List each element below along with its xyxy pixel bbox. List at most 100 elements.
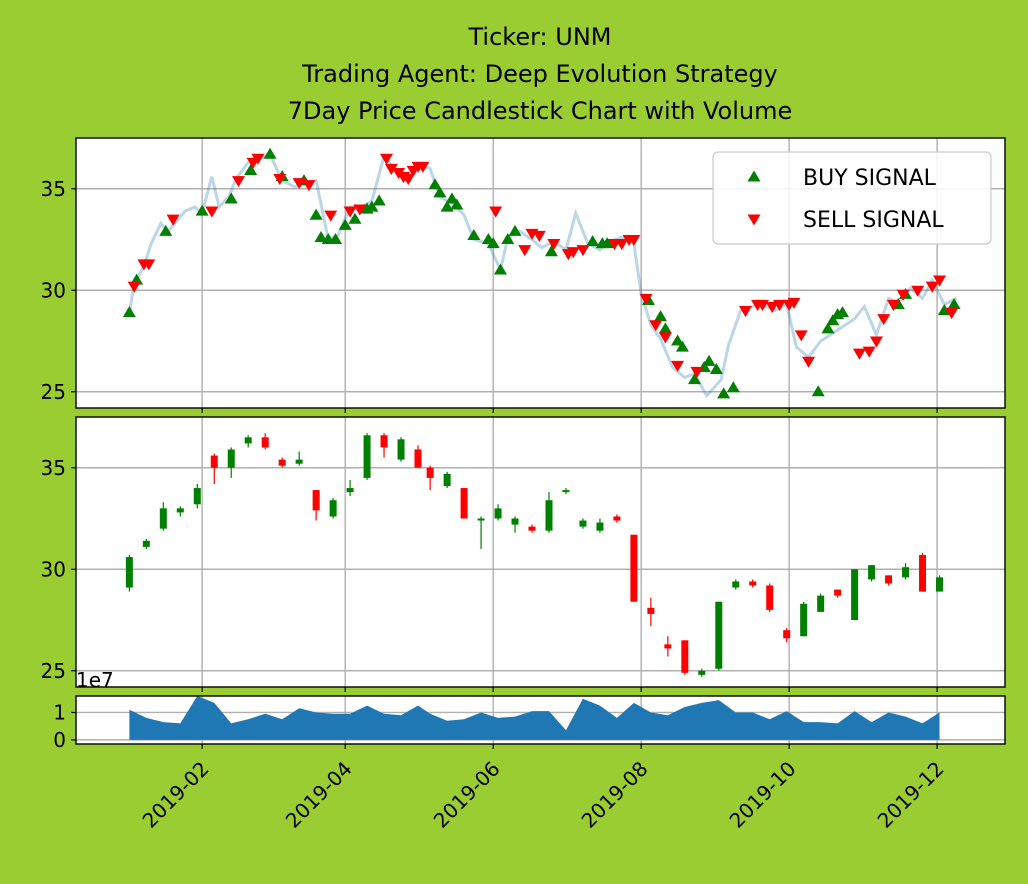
sell-signal-marker [292, 178, 306, 190]
buy-signal-marker [309, 208, 323, 220]
sell-signal-marker [862, 346, 876, 358]
sell-signal-marker [925, 281, 939, 293]
candle-y-tick-label: 25 [41, 659, 66, 683]
candlestick-panel: 25 30 35 [41, 416, 1006, 692]
buy-signal-marker [329, 233, 343, 245]
candle-body [868, 565, 876, 580]
buy-signal-marker [450, 198, 464, 210]
price-line [127, 152, 958, 399]
candle-body [851, 569, 859, 621]
sell-signal-marker [384, 163, 398, 175]
candle-body [312, 490, 320, 511]
sell-signal-marker [302, 180, 316, 192]
sell-signal-marker [671, 360, 685, 372]
buy-signal-marker [467, 228, 481, 240]
candle-body [885, 575, 893, 584]
candle-body [766, 585, 774, 610]
candle-body [698, 670, 706, 675]
sell-signal-marker [627, 234, 641, 247]
candle-body [494, 508, 502, 519]
candle-body [346, 488, 354, 493]
candle-body [545, 500, 553, 531]
buy-signal-marker [314, 230, 328, 243]
candle-body [397, 439, 405, 460]
buy-signal-marker [600, 237, 614, 249]
buy-signal-marker [544, 245, 558, 257]
candle-body [647, 607, 655, 614]
sell-signal-marker [945, 308, 959, 320]
candle-body [159, 508, 167, 529]
buy-signal-marker [826, 314, 840, 326]
volume-area [129, 696, 940, 740]
buy-signal-marker [428, 178, 442, 190]
volume-y-tick-label: 0 [53, 728, 66, 752]
sell-signal-marker [343, 206, 357, 218]
sell-signal-marker [518, 245, 532, 257]
title-line-3: 7Day Price Candlestick Chart with Volume [288, 97, 793, 125]
sell-signal-marker [933, 275, 947, 287]
candle-body [630, 534, 638, 602]
buy-signal-marker [440, 200, 454, 212]
sell-signal-marker [251, 153, 265, 165]
candle-body [176, 508, 184, 513]
sell-signal-marker [142, 259, 156, 271]
buy-signal-marker [224, 192, 238, 204]
candle-body [817, 595, 825, 612]
sell-signal-marker [765, 301, 779, 313]
candle-body [261, 437, 269, 448]
price-frame [75, 137, 1006, 409]
candle-frame [75, 416, 1006, 688]
sell-signal-marker [690, 366, 704, 378]
candle-body [193, 488, 201, 505]
candle-y-tick-label: 35 [41, 456, 66, 480]
sell-signal-marker [127, 281, 141, 293]
sell-signal-marker [205, 206, 219, 218]
buy-signal-marker [709, 362, 723, 374]
candle-body [715, 601, 723, 669]
candle-body [380, 435, 388, 448]
sell-signal-marker [852, 348, 866, 360]
buy-signal-marker [658, 322, 672, 334]
candle-body [295, 459, 303, 464]
sell-signal-marker [802, 356, 816, 368]
candle-body [426, 467, 434, 478]
candle-body [596, 522, 604, 531]
buy-signal-marker [508, 224, 522, 236]
candle-body [749, 581, 757, 586]
sell-signal-marker [489, 206, 503, 218]
legend-buy-marker [747, 170, 761, 182]
candle-body [732, 581, 740, 588]
sell-signal-marker [869, 336, 883, 348]
buy-signal-marker [433, 186, 447, 198]
sell-signal-marker [649, 320, 663, 332]
buy-signal-marker [244, 163, 258, 176]
candle-body [800, 603, 808, 637]
price-y-tick-label: 30 [41, 278, 66, 302]
price-y-tick-label: 25 [41, 380, 66, 404]
candle-body [783, 630, 791, 639]
sell-signal-marker [353, 204, 367, 216]
sell-signal-marker [896, 289, 910, 301]
sell-signal-marker [877, 314, 891, 326]
candle-body [244, 437, 252, 444]
legend-box [712, 151, 992, 245]
buy-signal-marker [195, 204, 209, 216]
buy-signal-marker [501, 233, 515, 245]
legend-sell-label: SELL SIGNAL [803, 208, 944, 233]
sell-signal-marker [576, 245, 590, 257]
candle-body [125, 557, 133, 588]
buy-signal-marker [586, 235, 600, 247]
buy-signal-marker [811, 385, 825, 397]
legend: BUY SIGNAL SELL SIGNAL [712, 151, 992, 245]
candle-body [579, 520, 587, 527]
buy-signal-marker [671, 334, 685, 346]
buy-signal-marker [348, 212, 362, 224]
buy-signal-marker [159, 224, 173, 236]
sell-signal-marker [324, 210, 338, 222]
volume-panel: 0 1 1e7 [53, 668, 1006, 752]
sell-signal-marker [772, 299, 786, 311]
buy-signal-marker [122, 306, 136, 318]
candle-body [834, 589, 842, 596]
candle-body [511, 518, 519, 525]
